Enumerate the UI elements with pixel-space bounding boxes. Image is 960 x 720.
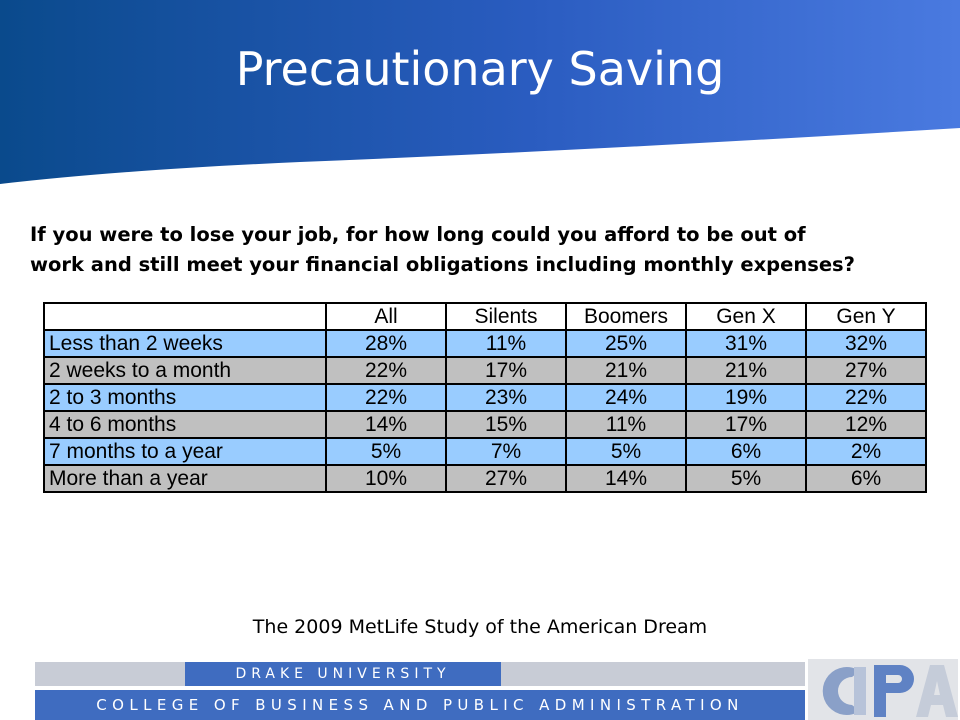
- cell-value: 5%: [325, 437, 447, 466]
- cell-value: 15%: [445, 410, 567, 439]
- cell-value: 7%: [445, 437, 567, 466]
- banner-wave: [0, 0, 960, 184]
- question-line-1: If you were to lose your job, for how lo…: [30, 223, 806, 246]
- column-header: Gen Y: [805, 302, 927, 331]
- table-row: 2 weeks to a month 22% 17% 21% 21% 27%: [43, 356, 927, 385]
- cell-value: 23%: [445, 383, 567, 412]
- cell-value: 5%: [685, 464, 807, 493]
- cell-value: 27%: [445, 464, 567, 493]
- row-label: 2 to 3 months: [43, 383, 327, 412]
- column-header: Silents: [445, 302, 567, 331]
- cell-value: 14%: [325, 410, 447, 439]
- results-table: All Silents Boomers Gen X Gen Y Less tha…: [43, 302, 927, 493]
- cell-value: 12%: [805, 410, 927, 439]
- cbpa-logo-icon: [808, 659, 958, 720]
- cell-value: 2%: [805, 437, 927, 466]
- row-label: Less than 2 weeks: [43, 329, 327, 358]
- cell-value: 6%: [805, 464, 927, 493]
- cell-value: 19%: [685, 383, 807, 412]
- header-corner: [43, 302, 327, 331]
- header-banner: [0, 0, 960, 190]
- column-header: Gen X: [685, 302, 807, 331]
- cell-value: 31%: [685, 329, 807, 358]
- table-header-row: All Silents Boomers Gen X Gen Y: [43, 302, 927, 331]
- cell-value: 21%: [565, 356, 687, 385]
- table-row: More than a year 10% 27% 14% 5% 6%: [43, 464, 927, 493]
- cell-value: 11%: [565, 410, 687, 439]
- cell-value: 10%: [325, 464, 447, 493]
- table-row: 2 to 3 months 22% 23% 24% 19% 22%: [43, 383, 927, 412]
- cell-value: 22%: [805, 383, 927, 412]
- column-header: All: [325, 302, 447, 331]
- row-label: 7 months to a year: [43, 437, 327, 466]
- row-label: 4 to 6 months: [43, 410, 327, 439]
- cell-value: 28%: [325, 329, 447, 358]
- cell-value: 22%: [325, 356, 447, 385]
- cbpa-logo: [808, 659, 958, 720]
- table-row: 7 months to a year 5% 7% 5% 6% 2%: [43, 437, 927, 466]
- table-row: Less than 2 weeks 28% 11% 25% 31% 32%: [43, 329, 927, 358]
- cell-value: 22%: [325, 383, 447, 412]
- cell-value: 27%: [805, 356, 927, 385]
- cell-value: 25%: [565, 329, 687, 358]
- question-line-2: work and still meet your financial oblig…: [30, 253, 855, 276]
- page-title: Precautionary Saving: [235, 42, 725, 96]
- row-label: More than a year: [43, 464, 327, 493]
- table-row: 4 to 6 months 14% 15% 11% 17% 12%: [43, 410, 927, 439]
- cell-value: 21%: [685, 356, 807, 385]
- row-label: 2 weeks to a month: [43, 356, 327, 385]
- college-name: COLLEGE OF BUSINESS AND PUBLIC ADMINISTR…: [35, 690, 805, 720]
- cell-value: 32%: [805, 329, 927, 358]
- cell-value: 17%: [445, 356, 567, 385]
- cell-value: 24%: [565, 383, 687, 412]
- university-name: DRAKE UNIVERSITY: [185, 662, 501, 686]
- cell-value: 11%: [445, 329, 567, 358]
- survey-question: If you were to lose your job, for how lo…: [30, 220, 930, 280]
- cell-value: 6%: [685, 437, 807, 466]
- cell-value: 5%: [565, 437, 687, 466]
- cell-value: 14%: [565, 464, 687, 493]
- cell-value: 17%: [685, 410, 807, 439]
- column-header: Boomers: [565, 302, 687, 331]
- source-citation: The 2009 MetLife Study of the American D…: [252, 616, 708, 638]
- footer-university-bar: DRAKE UNIVERSITY: [35, 662, 805, 686]
